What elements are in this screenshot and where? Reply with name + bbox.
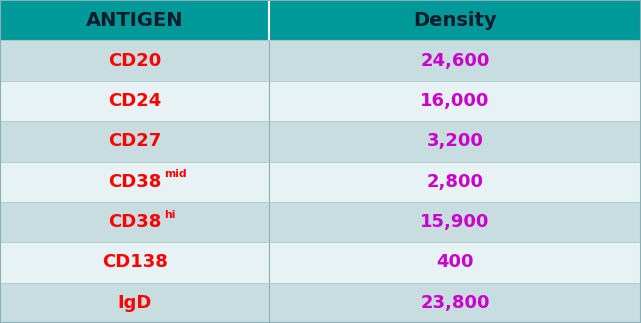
Text: 400: 400 bbox=[437, 254, 474, 271]
Text: CD27: CD27 bbox=[108, 132, 162, 150]
Text: CD20: CD20 bbox=[108, 52, 162, 69]
Text: IgD: IgD bbox=[117, 294, 152, 312]
Text: hi: hi bbox=[165, 210, 176, 220]
Bar bbox=[0, 202, 641, 242]
Text: ANTIGEN: ANTIGEN bbox=[86, 11, 183, 30]
Text: CD38: CD38 bbox=[108, 213, 162, 231]
Text: CD138: CD138 bbox=[102, 254, 167, 271]
Text: 23,800: 23,800 bbox=[420, 294, 490, 312]
Bar bbox=[0, 0, 641, 40]
Text: 24,600: 24,600 bbox=[420, 52, 490, 69]
Text: 3,200: 3,200 bbox=[427, 132, 483, 150]
Bar bbox=[0, 283, 641, 323]
Text: 15,900: 15,900 bbox=[420, 213, 490, 231]
Bar bbox=[0, 242, 641, 283]
Text: CD38: CD38 bbox=[108, 173, 162, 191]
Bar bbox=[0, 121, 641, 162]
Bar bbox=[0, 81, 641, 121]
Bar bbox=[0, 162, 641, 202]
Text: mid: mid bbox=[165, 170, 187, 179]
Text: 2,800: 2,800 bbox=[427, 173, 483, 191]
Bar bbox=[0, 40, 641, 81]
Text: Density: Density bbox=[413, 11, 497, 30]
Text: 16,000: 16,000 bbox=[420, 92, 490, 110]
Text: CD24: CD24 bbox=[108, 92, 162, 110]
